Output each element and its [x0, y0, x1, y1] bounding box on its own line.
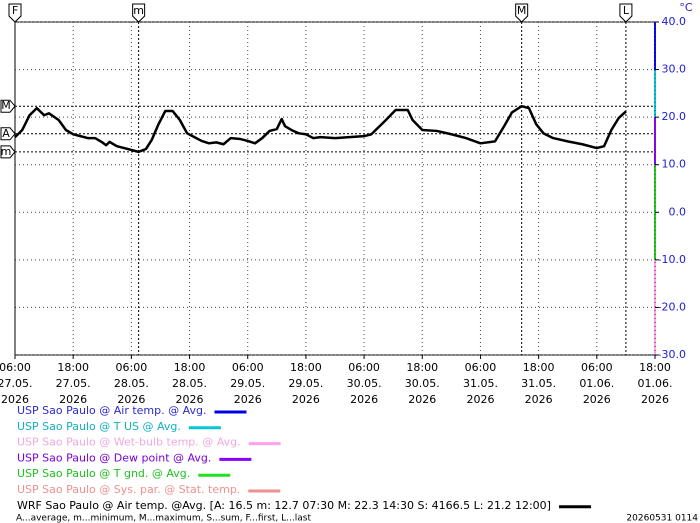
- x-tick-label: 06:00 29.05. 2026: [230, 361, 265, 406]
- legend-label: USP Sao Paulo @ T gnd. @ Avg.: [17, 467, 190, 480]
- marker-tag: [0, 127, 16, 141]
- marker-label: M: [517, 4, 527, 17]
- y-tick-label: 40.0: [662, 15, 687, 28]
- marker-tag: [8, 3, 22, 23]
- legend-label: WRF Sao Paulo @ Air temp. @Avg. [A: 16.5…: [17, 499, 551, 512]
- y-tick-label: 20.0: [662, 110, 687, 123]
- y-tick-label: -10.0: [658, 253, 686, 266]
- y-tick-label: 10.0: [662, 158, 687, 171]
- marker-label: F: [12, 4, 18, 17]
- data-line: [14, 104, 627, 154]
- x-tick-label: 18:00 27.05. 2026: [56, 361, 91, 406]
- footnote: A...average, m...minimum, M...maximum, S…: [16, 514, 311, 523]
- legend-label: USP Sao Paulo @ Wet-bulb temp. @ Avg.: [17, 436, 241, 449]
- marker-label: m: [1, 145, 12, 158]
- x-tick-label: 18:00 31.05. 2026: [521, 361, 556, 406]
- x-tick-label: 06:00 01.06. 2026: [579, 361, 614, 406]
- legend-label: USP Sao Paulo @ T US @ Avg.: [17, 420, 181, 433]
- marker-tag: [0, 99, 16, 113]
- marker-tag: [0, 145, 16, 159]
- legend-label: USP Sao Paulo @ Dew point @ Avg.: [17, 451, 211, 464]
- x-tick-label: 06:00 30.05. 2026: [347, 361, 382, 406]
- marker-tag: [132, 3, 146, 23]
- x-tick-label: 06:00 27.05. 2026: [0, 361, 33, 406]
- marker-label: L: [623, 4, 630, 17]
- x-tick-label: 18:00 29.05. 2026: [288, 361, 323, 406]
- marker-label: A: [2, 127, 10, 140]
- marker-tag: [515, 3, 529, 23]
- timestamp: 20260531 0114: [626, 514, 698, 523]
- marker-label: m: [133, 4, 144, 17]
- y-unit: °C: [679, 1, 693, 14]
- plot-frame: [14, 21, 656, 356]
- x-tick-label: 18:00 01.06. 2026: [638, 361, 673, 406]
- x-tick-label: 06:00 31.05. 2026: [463, 361, 498, 406]
- y-tick-label: 0.0: [669, 205, 687, 218]
- legend-label: USP Sao Paulo @ Air temp. @ Avg.: [17, 404, 206, 417]
- y-tick-label: -30.0: [658, 348, 686, 361]
- marker-label: M: [1, 99, 11, 112]
- legend-label: USP Sao Paulo @ Sys. par. @ Stat. temp.: [17, 483, 240, 496]
- x-tick-label: 18:00 30.05. 2026: [405, 361, 440, 406]
- y-tick-label: -20.0: [658, 300, 686, 313]
- y-tick-label: 30.0: [662, 63, 687, 76]
- marker-tag: [619, 3, 633, 23]
- x-tick-label: 06:00 28.05. 2026: [114, 361, 149, 406]
- x-tick-label: 18:00 28.05. 2026: [172, 361, 207, 406]
